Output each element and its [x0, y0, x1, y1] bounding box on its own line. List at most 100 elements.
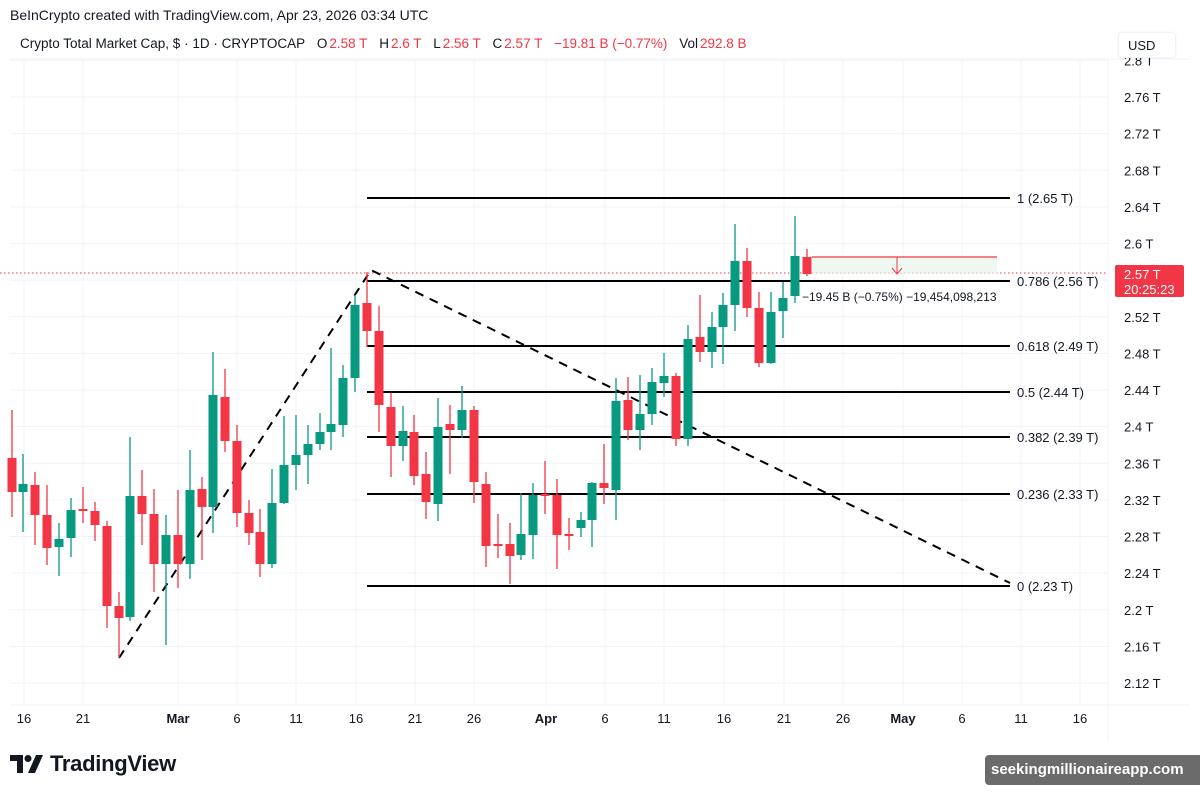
candle[interactable] [161, 515, 171, 645]
candle[interactable] [114, 592, 124, 658]
candle[interactable] [173, 490, 183, 588]
candle[interactable] [564, 518, 574, 550]
candle[interactable] [42, 485, 52, 565]
candle[interactable] [671, 373, 681, 446]
candle[interactable] [18, 454, 28, 532]
candle[interactable] [516, 493, 526, 560]
candle[interactable] [291, 415, 301, 490]
candle[interactable] [778, 282, 788, 338]
time-tick: 11 [657, 711, 671, 726]
svg-text:20:25:23: 20:25:23 [1124, 282, 1175, 297]
candle[interactable] [659, 353, 669, 397]
close-label: C [492, 36, 503, 51]
candle[interactable] [635, 375, 645, 450]
candle[interactable] [185, 450, 195, 579]
candle[interactable] [505, 523, 515, 584]
open-value: 2.58 T [329, 36, 368, 51]
candle[interactable] [255, 509, 265, 577]
price-tick: 2.4 T [1124, 420, 1153, 435]
fib-level-label: 1 (2.65 T) [1017, 191, 1073, 206]
time-tick: 16 [1073, 711, 1087, 726]
candle[interactable] [718, 293, 728, 364]
candle[interactable] [790, 216, 800, 303]
candle[interactable] [7, 410, 17, 517]
candle[interactable] [540, 461, 550, 514]
candle[interactable] [528, 483, 538, 559]
candle[interactable] [421, 452, 431, 519]
tradingview-logo[interactable]: TradingView [10, 751, 176, 777]
candle[interactable] [576, 512, 586, 537]
candle[interactable] [102, 521, 112, 628]
time-tick: 21 [76, 711, 90, 726]
symbol-name[interactable]: Crypto Total Market Cap, $ · 1D · CRYPTO… [20, 36, 306, 51]
candle[interactable] [125, 437, 135, 621]
price-tick: 2.36 T [1124, 456, 1161, 471]
candle[interactable] [611, 378, 621, 520]
price-tick: 2.24 T [1124, 566, 1161, 581]
candle[interactable] [457, 386, 467, 438]
candle[interactable] [493, 514, 503, 558]
fib-level-label: 0.5 (2.44 T) [1017, 385, 1084, 400]
trend-zigzag[interactable] [118, 268, 1011, 659]
candle[interactable] [338, 365, 348, 437]
time-tick: 26 [836, 711, 850, 726]
chart-caption: BeInCrypto created with TradingView.com,… [10, 7, 429, 23]
candle[interactable] [552, 479, 562, 569]
candle[interactable] [433, 398, 443, 521]
candle[interactable] [66, 498, 76, 557]
candle[interactable] [695, 295, 705, 362]
fib-level-label: 0.382 (2.39 T) [1017, 430, 1098, 445]
candle[interactable] [599, 444, 609, 504]
candle[interactable] [303, 425, 313, 484]
candle[interactable] [683, 325, 693, 446]
candle[interactable] [623, 377, 633, 440]
candle[interactable] [469, 406, 479, 503]
candle[interactable] [754, 292, 764, 367]
candle[interactable] [208, 352, 218, 533]
candle[interactable] [362, 272, 372, 347]
candles [7, 216, 812, 658]
candle[interactable] [802, 249, 812, 276]
candle[interactable] [54, 523, 64, 576]
candle[interactable] [244, 500, 254, 545]
candle[interactable] [742, 248, 752, 317]
candle[interactable] [445, 405, 455, 474]
candle[interactable] [409, 415, 419, 485]
candle[interactable] [398, 406, 408, 461]
candle[interactable] [232, 425, 242, 527]
candle[interactable] [730, 224, 740, 331]
candle[interactable] [137, 470, 147, 545]
candle[interactable] [30, 472, 40, 545]
volume-value: 292.8 B [699, 36, 747, 51]
price-tick: 2.68 T [1124, 163, 1161, 178]
candle[interactable] [90, 502, 100, 541]
price-axis[interactable]: 2.76 T 2.72 T 2.68 T 2.64 T 2.6 T 2.52 T 2.48 … [1124, 53, 1161, 691]
candle[interactable] [350, 295, 360, 392]
candle[interactable] [197, 477, 207, 560]
candle[interactable] [386, 393, 396, 477]
candle[interactable] [766, 292, 776, 364]
price-range-measure[interactable]: −19.45 B (−0.75%) −19,454,098,213 [802, 256, 997, 304]
candle[interactable] [315, 413, 325, 450]
price-tick: 2.64 T [1124, 200, 1161, 215]
candle[interactable] [267, 469, 277, 568]
candle[interactable] [78, 487, 88, 523]
candle[interactable] [374, 306, 384, 432]
price-tick: 2.44 T [1124, 383, 1161, 398]
currency-button[interactable]: USD [1118, 32, 1176, 58]
candle[interactable] [707, 312, 717, 368]
candle[interactable] [149, 489, 159, 592]
candle[interactable] [587, 482, 597, 547]
candle[interactable] [647, 368, 657, 425]
candle[interactable] [326, 348, 336, 450]
price-tick: 2.12 T [1124, 676, 1161, 691]
candle[interactable] [220, 369, 230, 452]
volume-label: Vol [679, 36, 698, 51]
low-value: 2.56 T [442, 36, 481, 51]
fib-level-label: 0.786 (2.56 T) [1017, 274, 1098, 289]
candle[interactable] [279, 416, 289, 504]
candle[interactable] [481, 472, 491, 567]
fib-retracement[interactable]: 1 (2.65 T) 0.786 (2.56 T) 0.618 (2.49 T) 0.… [367, 191, 1098, 594]
time-axis[interactable]: 16 21 Mar 6 11 16 21 26 Apr 6 11 16 21 26 May 6 11 16 [17, 711, 1087, 726]
